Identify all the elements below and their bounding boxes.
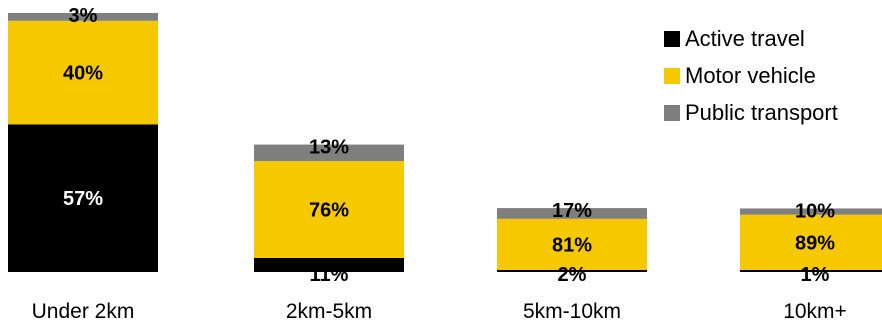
bar-segment-under-2km-active-travel (8, 124, 158, 273)
bar-segment-2km-5km-public-transport (254, 144, 404, 162)
legend-label-motor-vehicle: Motor vehicle (685, 62, 816, 88)
category-label-10km: 10km+ (783, 300, 847, 323)
data-label-5km-10km-active-travel: 2% (558, 264, 587, 286)
bar-segment-10km-motor-vehicle (740, 214, 882, 270)
bar-segment-2km-5km-motor-vehicle (254, 161, 404, 258)
bar-segment-under-2km-public-transport (8, 13, 158, 21)
data-label-under-2km-active-travel: 57% (63, 188, 103, 210)
data-label-10km-active-travel: 1% (801, 264, 830, 286)
data-label-under-2km-motor-vehicle: 40% (63, 63, 103, 85)
data-label-2km-5km-active-travel: 11% (310, 264, 349, 286)
bars-group (8, 13, 882, 273)
data-label-2km-5km-motor-vehicle: 76% (309, 200, 349, 222)
data-label-2km-5km-public-transport: 13% (309, 137, 349, 159)
legend-swatch-active-travel (664, 30, 680, 47)
category-label-5km-10km: 5km-10km (523, 300, 621, 323)
legend-label-public-transport: Public transport (685, 99, 838, 125)
category-label-2km-5km: 2km-5km (286, 300, 372, 323)
data-label-10km-motor-vehicle: 89% (795, 232, 835, 254)
data-label-under-2km-public-transport: 3% (69, 5, 98, 27)
legend-item-motor-vehicle: Motor vehicle (664, 57, 838, 94)
category-label-under-2km: Under 2km (32, 300, 135, 323)
bar-segment-under-2km-motor-vehicle (8, 20, 158, 125)
legend: Active travel Motor vehicle Public trans… (664, 20, 838, 131)
bar-segment-2km-5km-active-travel (254, 257, 404, 272)
category-labels-group: Under 2km 2km-5km 5km-10km 10km+ (32, 300, 847, 323)
legend-swatch-motor-vehicle (664, 67, 680, 84)
bar-segment-10km-active-travel (740, 270, 882, 272)
data-label-5km-10km-motor-vehicle: 81% (552, 234, 592, 256)
bar-segment-5km-10km-motor-vehicle (497, 218, 647, 270)
legend-label-active-travel: Active travel (685, 25, 805, 51)
data-labels-group: 57% 40% 3% 11% 76% 13% 2% 81% 17% 1% 89% 10% (63, 5, 835, 286)
legend-item-active-travel: Active travel (664, 20, 838, 57)
bar-segment-5km-10km-active-travel (497, 270, 647, 272)
bar-segment-10km-public-transport (740, 208, 882, 215)
bar-segment-5km-10km-public-transport (497, 208, 647, 219)
legend-item-public-transport: Public transport (664, 94, 838, 131)
legend-swatch-public-transport (664, 104, 680, 121)
data-label-10km-public-transport: 10% (795, 200, 835, 222)
data-label-5km-10km-public-transport: 17% (552, 200, 592, 222)
